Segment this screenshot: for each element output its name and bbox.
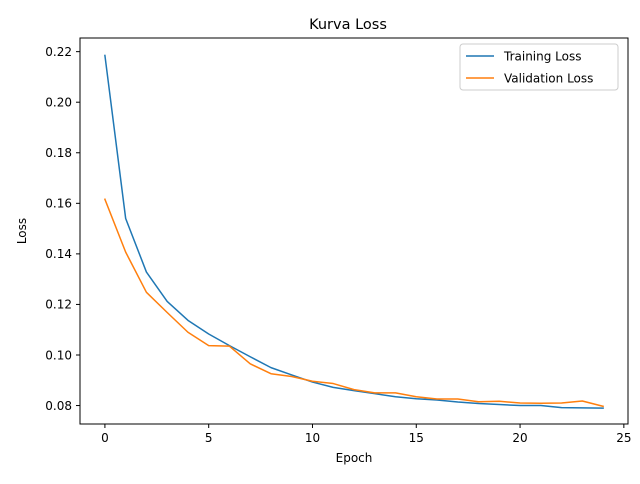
y-tick-label: 0.20	[45, 96, 72, 110]
y-tick-label: 0.14	[45, 247, 72, 261]
series-line-validation-loss	[103, 198, 605, 408]
legend-label-training-loss: Training Loss	[503, 50, 581, 64]
y-tick-label: 0.16	[45, 197, 72, 211]
x-tick-label: 20	[512, 431, 527, 445]
y-tick-label: 0.18	[45, 146, 72, 160]
y-tick-label: 0.08	[45, 399, 72, 413]
x-tick-label: 25	[616, 431, 631, 445]
legend-label-validation-loss: Validation Loss	[504, 72, 593, 86]
y-tick-label: 0.22	[45, 45, 72, 59]
plot-area-frame	[79, 37, 629, 425]
x-tick-label: 10	[305, 431, 320, 445]
chart-title: Kurva Loss	[309, 17, 387, 33]
x-tick-label: 0	[101, 431, 109, 445]
x-tick-label: 15	[409, 431, 424, 445]
x-axis-label: Epoch	[336, 451, 373, 465]
x-axis: 0 5 10 15 20 25	[101, 424, 631, 445]
legend-box	[459, 43, 619, 91]
y-axis: 0.08 0.10 0.12 0.14 0.16 0.18 0.20 0.22	[45, 45, 80, 413]
y-axis-label: Loss	[15, 218, 29, 244]
y-tick-label: 0.12	[45, 298, 72, 312]
y-tick-label: 0.10	[45, 348, 72, 362]
series-lines	[103, 54, 605, 409]
x-tick-label: 5	[205, 431, 213, 445]
legend: Training Loss Validation Loss	[459, 43, 619, 91]
series-line-training-loss	[104, 54, 604, 409]
